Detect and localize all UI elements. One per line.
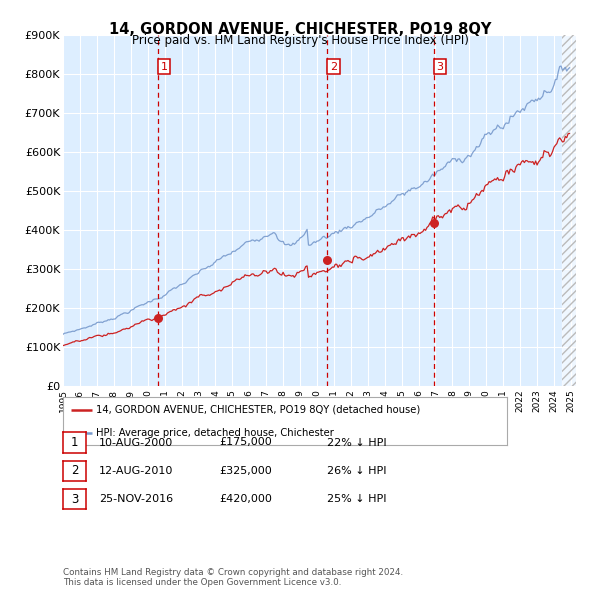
Text: 1: 1 [161,61,167,71]
Text: 10-AUG-2000: 10-AUG-2000 [99,438,173,447]
Text: £420,000: £420,000 [219,494,272,504]
Text: 1: 1 [71,436,78,449]
Text: 14, GORDON AVENUE, CHICHESTER, PO19 8QY: 14, GORDON AVENUE, CHICHESTER, PO19 8QY [109,22,491,37]
Text: 3: 3 [71,493,78,506]
Text: 12-AUG-2010: 12-AUG-2010 [99,466,173,476]
Text: 3: 3 [436,61,443,71]
Text: Contains HM Land Registry data © Crown copyright and database right 2024.
This d: Contains HM Land Registry data © Crown c… [63,568,403,587]
Text: 25% ↓ HPI: 25% ↓ HPI [327,494,386,504]
Text: £325,000: £325,000 [219,466,272,476]
Bar [562,35,576,386]
Text: 2: 2 [330,61,337,71]
Text: 25-NOV-2016: 25-NOV-2016 [99,494,173,504]
Text: HPI: Average price, detached house, Chichester: HPI: Average price, detached house, Chic… [96,428,334,438]
Bar [562,35,576,386]
Text: £175,000: £175,000 [219,438,272,447]
Text: 26% ↓ HPI: 26% ↓ HPI [327,466,386,476]
Text: 14, GORDON AVENUE, CHICHESTER, PO19 8QY (detached house): 14, GORDON AVENUE, CHICHESTER, PO19 8QY … [96,405,421,415]
Text: Price paid vs. HM Land Registry's House Price Index (HPI): Price paid vs. HM Land Registry's House … [131,34,469,47]
Text: 2: 2 [71,464,78,477]
Text: 22% ↓ HPI: 22% ↓ HPI [327,438,386,447]
